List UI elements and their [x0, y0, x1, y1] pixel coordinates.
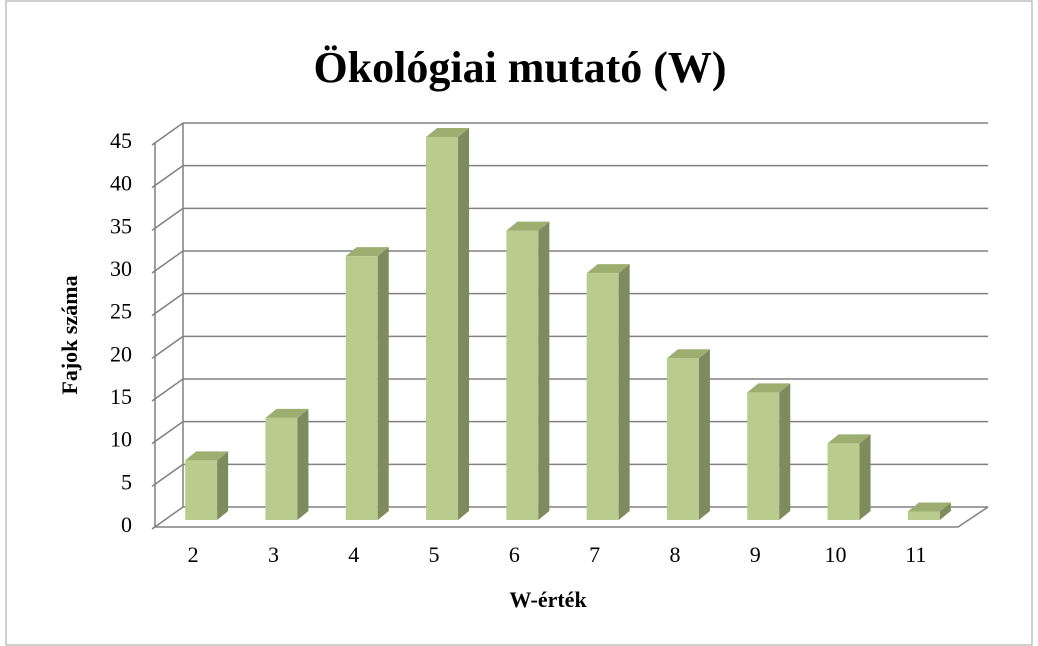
bar [907, 511, 940, 520]
bar-top [586, 264, 630, 274]
x-tick-label: 7 [589, 542, 600, 567]
y-tick-label: 20 [110, 341, 132, 366]
bar [185, 460, 218, 520]
bar-side [939, 502, 951, 520]
bar-side [859, 434, 871, 520]
floor-line [155, 506, 989, 528]
grid-line [151, 165, 184, 189]
bar-top [345, 247, 389, 257]
bar-top [185, 451, 229, 461]
grid-line [151, 335, 184, 359]
bar-side [538, 221, 550, 520]
bar [265, 417, 298, 520]
bar-top [506, 221, 550, 231]
y-tick-label: 35 [110, 213, 132, 238]
grid-line [151, 293, 184, 317]
bar-top [827, 434, 871, 444]
bar-top [426, 128, 470, 137]
grid-line [151, 122, 184, 146]
y-tick-label: 5 [121, 469, 132, 494]
bar-top [666, 349, 710, 359]
x-tick-label: 4 [348, 542, 359, 567]
bar-side [618, 264, 630, 520]
x-tick-label: 8 [669, 542, 680, 567]
y-tick-label: 40 [110, 171, 132, 196]
bar-side [377, 247, 389, 520]
y-tick-label: 0 [121, 512, 132, 537]
bar-side [297, 408, 309, 520]
grid-line [151, 250, 184, 274]
x-tick-label: 2 [188, 542, 199, 567]
bar-side [217, 451, 229, 520]
x-tick-label: 6 [509, 542, 520, 567]
bar [426, 137, 459, 520]
bar [666, 358, 699, 520]
bar-top [265, 408, 309, 418]
x-tick-label: 3 [268, 542, 279, 567]
y-tick-label: 10 [110, 427, 132, 452]
x-tick-label: 11 [905, 542, 926, 567]
bar-side [458, 128, 470, 520]
bar-side [698, 349, 710, 520]
x-axis-label: W-érték [509, 587, 587, 612]
bar [506, 230, 539, 520]
grid-line [151, 506, 184, 530]
grid-line [151, 207, 184, 231]
y-tick-label: 30 [110, 256, 132, 281]
bar-top [747, 383, 791, 393]
x-tick-label: 5 [429, 542, 440, 567]
x-tick-label: 10 [825, 542, 847, 567]
bar [827, 443, 860, 520]
grid-line [151, 463, 184, 487]
bar-top [907, 502, 951, 512]
y-axis-label: Fajok száma [57, 275, 82, 394]
y-tick-label: 15 [110, 384, 132, 409]
x-tick-label: 9 [750, 542, 761, 567]
chart-title: Ökológiai mutató (W) [313, 43, 726, 92]
bar [747, 392, 780, 520]
bar [586, 273, 619, 520]
grid-line [151, 421, 184, 445]
y-tick-label: 45 [110, 128, 132, 153]
y-tick-label: 25 [110, 299, 132, 324]
grid-line [151, 378, 184, 402]
bar [345, 256, 378, 520]
bar-side [779, 383, 791, 520]
